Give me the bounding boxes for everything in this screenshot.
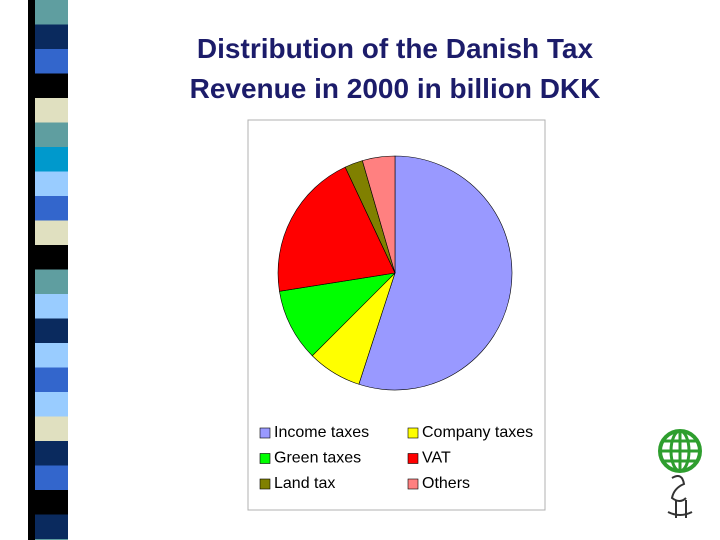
strip-block	[35, 24, 68, 49]
legend: Income taxes Company taxes Green taxes VAT L…	[259, 424, 533, 492]
strip-block	[35, 122, 68, 147]
pie-slice	[277, 166, 396, 292]
legend-label: Land tax	[274, 475, 335, 492]
strip-block	[35, 465, 68, 490]
strip-block	[35, 196, 68, 221]
title-line: Distribution of the Danish Tax	[197, 33, 594, 64]
strip-block	[35, 416, 68, 441]
legend-label: Company taxes	[422, 424, 533, 441]
logo	[658, 429, 702, 518]
strip-block	[35, 171, 68, 196]
strip-block	[35, 245, 68, 270]
strip-block	[35, 490, 68, 515]
strip-block	[35, 294, 68, 319]
strip-block	[35, 514, 68, 539]
strip-block	[35, 220, 68, 245]
pie-slice	[279, 272, 396, 357]
legend-label: Others	[422, 475, 470, 492]
strip-edge	[28, 0, 35, 540]
strip-block	[35, 367, 68, 392]
strip-block	[35, 318, 68, 343]
legend-swatch	[407, 427, 419, 439]
strip-block	[35, 98, 68, 123]
strip-block	[35, 343, 68, 368]
strip-block	[35, 0, 68, 25]
legend-swatch	[407, 478, 419, 490]
pie-slice	[361, 155, 396, 274]
title-line: Revenue in 2000 in billion DKK	[190, 73, 601, 104]
legend-swatch	[259, 427, 271, 439]
decor-strip	[28, 0, 68, 540]
strip-block	[35, 269, 68, 294]
pie	[277, 155, 513, 391]
pie-slice	[358, 155, 513, 391]
strip-block	[35, 147, 68, 172]
legend-swatch	[259, 478, 271, 490]
strip-block	[35, 49, 68, 74]
legend-label: Income taxes	[274, 424, 369, 441]
legend-label: Green taxes	[274, 450, 361, 467]
strip-block	[35, 441, 68, 466]
strip-block	[35, 73, 68, 98]
legend-swatch	[259, 453, 271, 464]
legend-label: VAT	[422, 450, 451, 467]
strip-block	[35, 392, 68, 417]
legend-swatch	[407, 453, 419, 464]
